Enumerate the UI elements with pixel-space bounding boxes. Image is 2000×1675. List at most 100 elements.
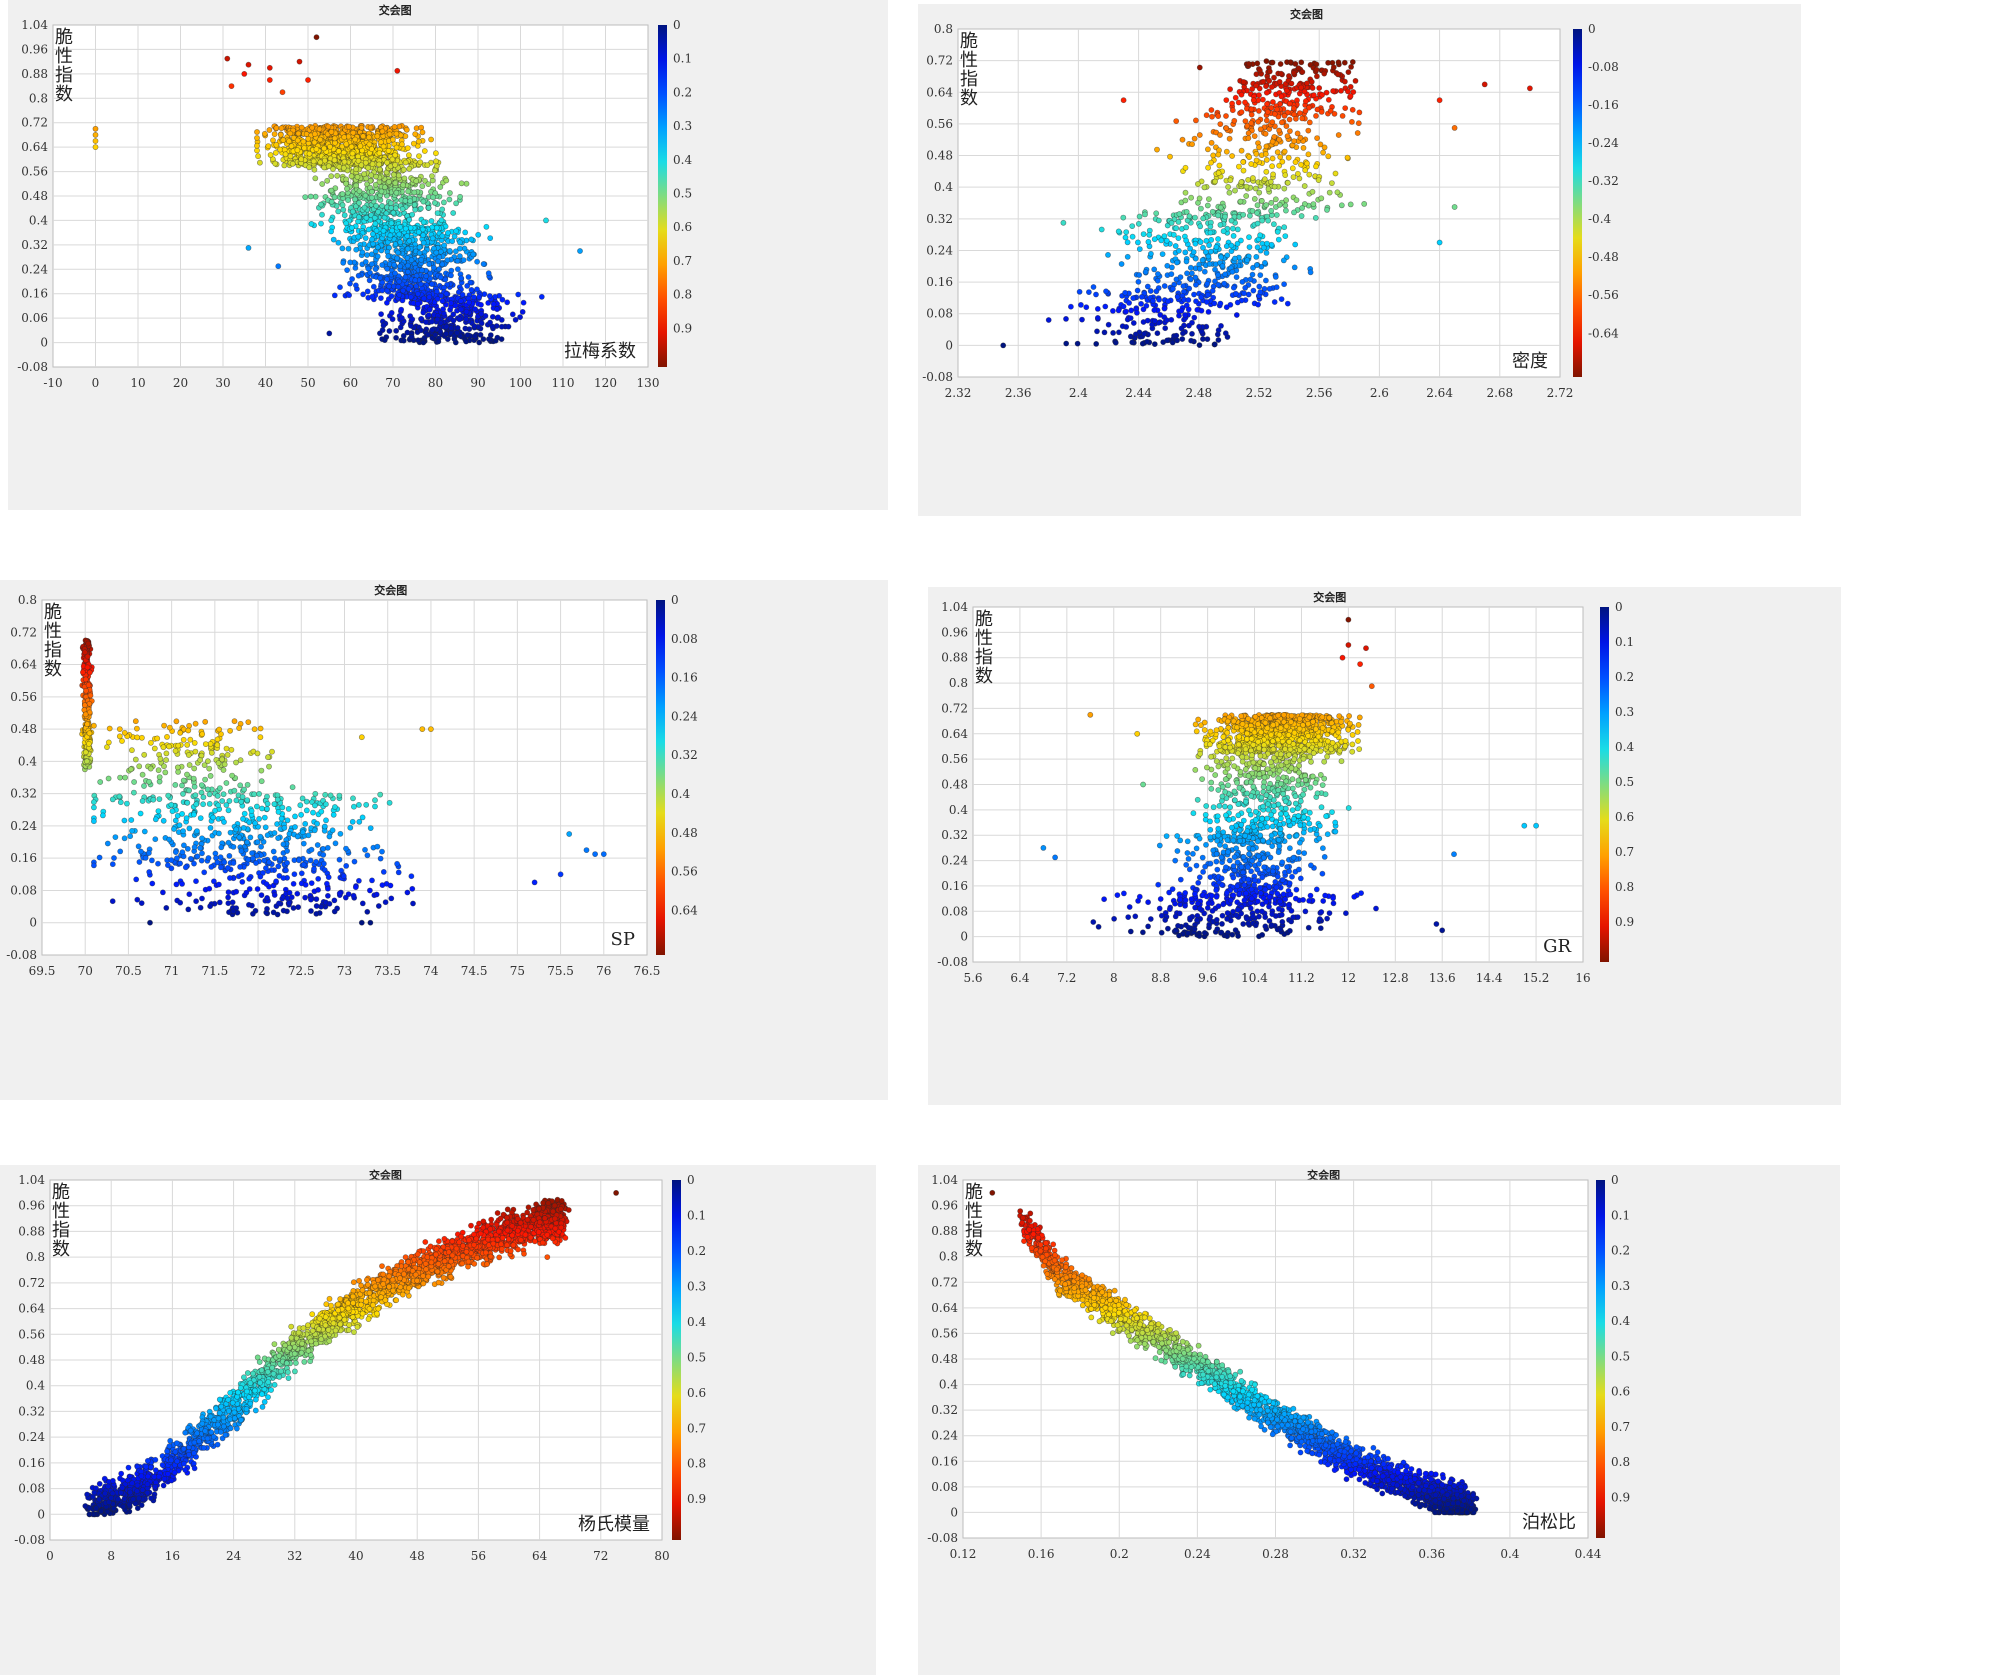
data-point <box>394 255 400 262</box>
data-point <box>313 910 320 917</box>
data-points <box>1040 616 1539 940</box>
data-point <box>223 745 230 752</box>
y-tick-label: 0.64 <box>10 658 37 672</box>
data-point <box>266 77 273 83</box>
data-point <box>1246 234 1252 241</box>
colorbar-tick-label: 0.3 <box>1615 705 1634 719</box>
data-point <box>1243 183 1250 190</box>
data-point <box>480 261 487 267</box>
x-tick-label: 5.6 <box>963 971 982 985</box>
data-point <box>166 836 173 843</box>
data-point <box>165 792 172 799</box>
data-point <box>227 829 234 836</box>
data-point <box>379 287 386 294</box>
data-point <box>400 337 407 344</box>
data-point <box>91 818 97 825</box>
data-point <box>476 294 482 300</box>
data-point <box>199 731 206 737</box>
data-point <box>1198 307 1205 314</box>
data-point <box>186 787 192 794</box>
data-point <box>393 327 400 334</box>
data-point <box>402 159 409 166</box>
data-point <box>184 799 191 806</box>
y-tick-label: 0 <box>40 336 48 350</box>
data-point <box>117 799 124 806</box>
data-point <box>509 311 516 318</box>
data-point <box>216 726 223 733</box>
y-tick-label: 0.16 <box>926 275 953 289</box>
data-point <box>1323 89 1330 96</box>
data-point <box>385 147 392 154</box>
data-point <box>409 211 416 218</box>
data-point <box>163 757 169 763</box>
data-point <box>191 844 198 851</box>
data-point <box>1282 207 1289 214</box>
data-point <box>300 840 307 847</box>
colorbar-tick-label: 0.4 <box>671 787 690 801</box>
data-point <box>519 308 526 315</box>
data-point <box>161 722 167 729</box>
data-point <box>386 178 392 185</box>
data-point <box>326 833 333 840</box>
data-point <box>187 855 194 862</box>
data-point <box>1200 244 1206 251</box>
data-point <box>1321 70 1328 77</box>
data-point <box>392 161 398 168</box>
data-point <box>109 796 116 803</box>
data-point <box>1209 287 1216 294</box>
data-point <box>379 262 386 268</box>
data-point <box>339 202 346 208</box>
data-point <box>321 823 328 830</box>
data-point <box>1215 281 1222 288</box>
data-point <box>1284 133 1291 140</box>
data-point <box>531 879 538 886</box>
data-point <box>180 828 186 834</box>
data-point <box>1196 195 1203 202</box>
data-point <box>426 294 433 300</box>
chart-title: 交会图 <box>379 3 412 17</box>
data-point <box>388 309 395 316</box>
data-point <box>172 849 179 855</box>
data-point <box>478 301 484 308</box>
data-point <box>148 857 155 864</box>
data-point <box>1243 193 1250 199</box>
data-point <box>346 292 352 299</box>
data-point <box>1175 218 1182 225</box>
data-point <box>300 861 307 868</box>
data-point <box>1110 329 1116 336</box>
data-point <box>324 892 331 899</box>
data-point <box>331 804 338 810</box>
data-point <box>1281 224 1288 231</box>
data-point <box>1191 135 1198 142</box>
data-point <box>464 332 471 338</box>
x-axis-label: 拉梅系数 <box>564 341 636 362</box>
y-axis-label: 脆性指数 <box>960 31 978 109</box>
data-point <box>412 206 419 213</box>
data-point <box>193 801 200 808</box>
data-point <box>245 244 252 251</box>
data-point <box>1142 269 1149 275</box>
data-point <box>362 192 369 199</box>
data-point <box>184 845 191 852</box>
data-point <box>290 134 297 141</box>
data-point <box>378 139 384 145</box>
data-point <box>1123 308 1129 315</box>
y-tick-label: 0.4 <box>934 180 953 194</box>
data-point <box>1276 162 1283 169</box>
data-point <box>1301 201 1308 207</box>
data-point <box>266 64 273 71</box>
data-point <box>179 810 185 817</box>
data-point <box>1344 154 1351 161</box>
data-point <box>124 800 130 807</box>
data-point <box>439 298 446 304</box>
data-point <box>1256 67 1263 74</box>
scatter-chart: 交会图-10 0 10 20 30 40 50 60 70 80 90 100 110 120 1301.0… <box>17 3 692 390</box>
y-tick-label: 0.48 <box>926 149 953 163</box>
data-point <box>1229 268 1236 275</box>
data-point <box>1135 220 1142 227</box>
data-point <box>1270 221 1277 228</box>
data-point <box>366 887 373 894</box>
chart-panel-lame: 交会图 -10 0 10 20 30 40 50 60 70 80 90 100 110 120 130 1.0… <box>8 0 888 510</box>
data-point <box>1223 97 1230 103</box>
data-point <box>409 316 416 323</box>
